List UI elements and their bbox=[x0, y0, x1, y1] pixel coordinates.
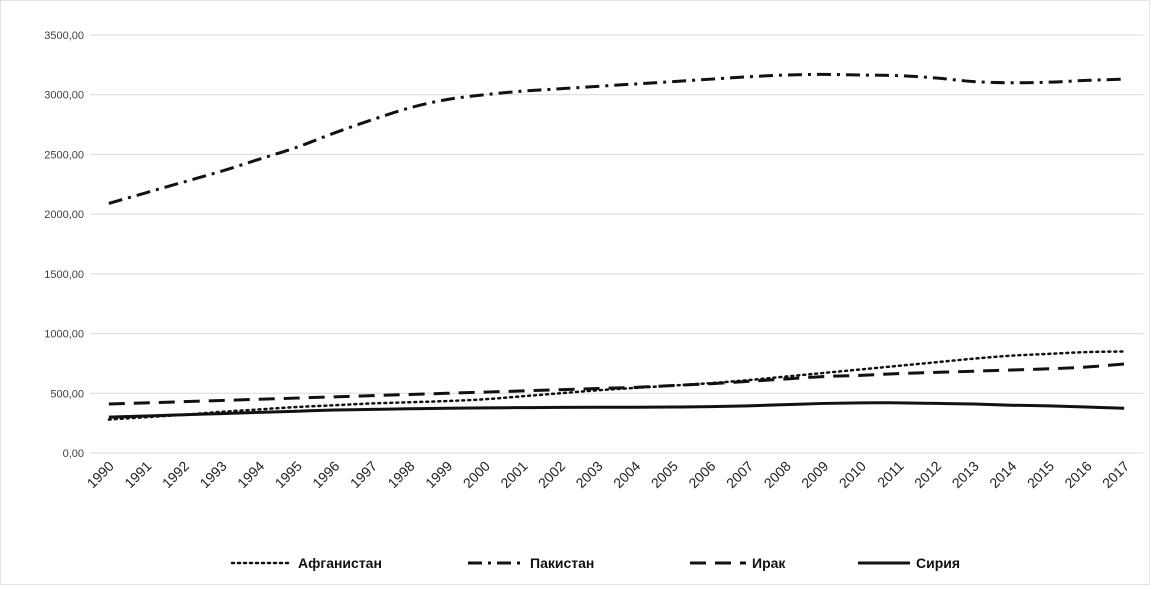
x-tick-label: 1991 bbox=[121, 458, 154, 491]
x-tick-label: 2014 bbox=[986, 458, 1019, 491]
gridlines bbox=[90, 34, 1143, 454]
y-tick-label: 2000,00 bbox=[44, 209, 84, 221]
y-tick-label: 2500,00 bbox=[44, 149, 84, 161]
x-tick-label: 1997 bbox=[347, 458, 380, 491]
x-tick-label: 1996 bbox=[309, 458, 342, 491]
series-line-2 bbox=[108, 72, 1125, 205]
y-tick-label: 1000,00 bbox=[44, 329, 84, 341]
x-tick-label: 1990 bbox=[84, 458, 117, 491]
legend-label-3: Ирак bbox=[752, 555, 786, 571]
x-tick-label: 1992 bbox=[159, 458, 192, 491]
legend-label-4: Сирия bbox=[916, 555, 960, 571]
x-tick-label: 1993 bbox=[196, 458, 229, 491]
x-tick-label: 2003 bbox=[572, 458, 605, 491]
x-tick-label: 1994 bbox=[234, 458, 267, 491]
x-tick-label: 2008 bbox=[761, 458, 794, 491]
x-tick-label: 1998 bbox=[384, 458, 417, 491]
x-tick-label: 2010 bbox=[836, 458, 869, 491]
x-tick-label: 2000 bbox=[460, 458, 493, 491]
series-line-1 bbox=[107, 350, 1126, 421]
x-tick-label: 2017 bbox=[1099, 458, 1132, 491]
x-tick-label: 2006 bbox=[685, 458, 718, 491]
x-tick-label: 2001 bbox=[497, 458, 530, 491]
y-tick-label: 0,00 bbox=[63, 448, 84, 460]
x-tick-label: 2015 bbox=[1024, 458, 1057, 491]
chart-frame bbox=[0, 0, 1150, 585]
x-tick-label: 2013 bbox=[949, 458, 982, 491]
x-tick-label: 2009 bbox=[798, 458, 831, 491]
x-tick-label: 2004 bbox=[610, 458, 643, 491]
x-tick-label: 2002 bbox=[535, 458, 568, 491]
y-tick-label: 3000,00 bbox=[44, 90, 84, 102]
legend: Афганистан Пакистан Ирак Сирия bbox=[230, 555, 960, 571]
series-line-4 bbox=[108, 401, 1125, 419]
series-line-3 bbox=[108, 362, 1125, 406]
x-tick-label: 1999 bbox=[422, 458, 455, 491]
legend-label-1: Афганистан bbox=[298, 555, 382, 571]
x-tick-label: 2016 bbox=[1061, 458, 1094, 491]
x-axis-ticks: 1990 1991 1992 1993 1994 1995 1996 1997 1998 1999… bbox=[84, 458, 1133, 491]
y-tick-label: 500,00 bbox=[50, 388, 84, 400]
y-tick-label: 1500,00 bbox=[44, 269, 84, 281]
x-tick-label: 2011 bbox=[874, 458, 907, 491]
x-tick-label: 1995 bbox=[272, 458, 305, 491]
y-tick-label: 3500,00 bbox=[44, 30, 84, 42]
x-tick-label: 2007 bbox=[723, 458, 756, 491]
x-tick-label: 2005 bbox=[648, 458, 681, 491]
series-lines bbox=[107, 72, 1126, 421]
legend-label-2: Пакистан bbox=[530, 555, 594, 571]
y-axis-ticks: 0,00 500,00 1000,00 1500,00 2000,00 2500,00 30… bbox=[44, 30, 84, 460]
x-tick-label: 2012 bbox=[911, 458, 944, 491]
